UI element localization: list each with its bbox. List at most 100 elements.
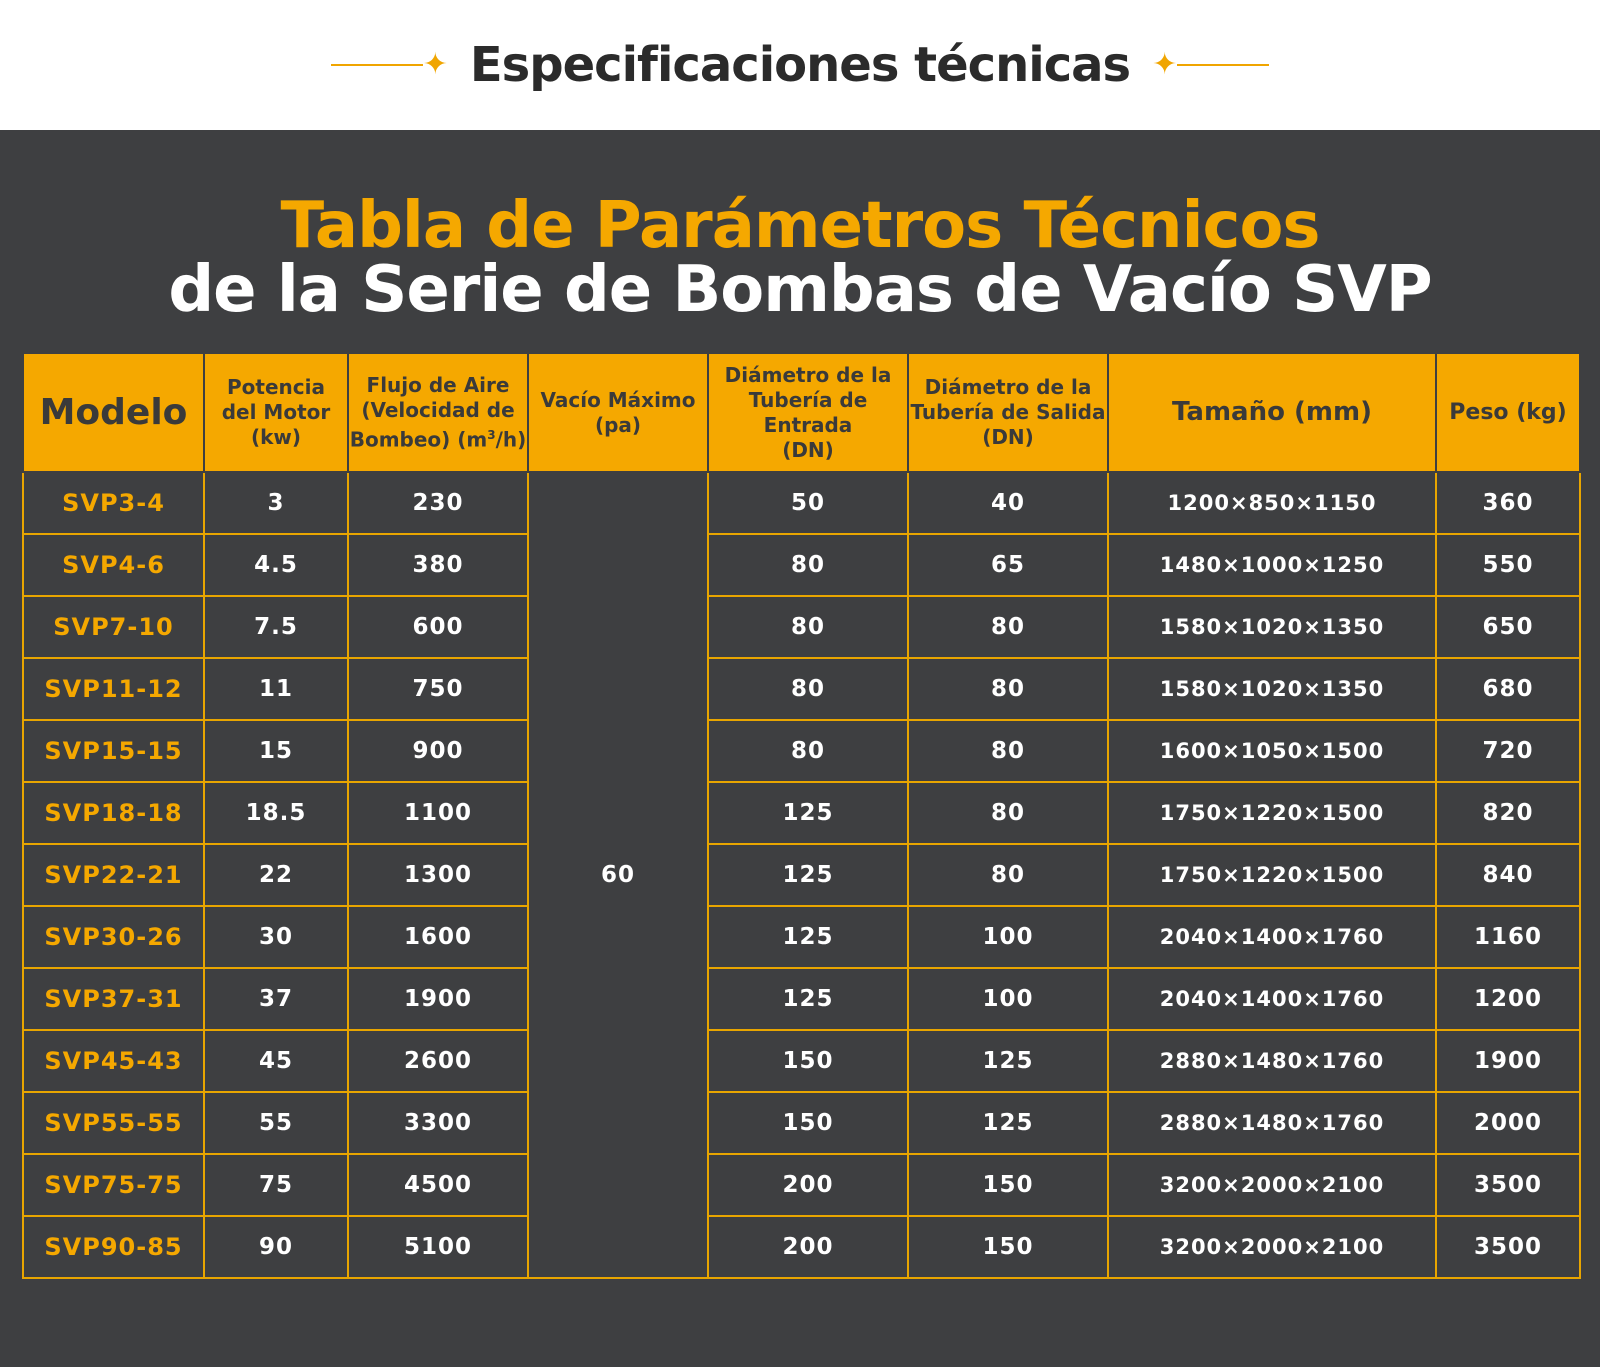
cell-weight: 720: [1435, 719, 1581, 783]
table-row: SVP75-75 75 4500 200 150 3200×2000×2100 …: [22, 1153, 1581, 1217]
table-row: SVP15-15 15 900 80 80 1600×1050×1500 720: [22, 719, 1581, 783]
cell-flow: 1600: [347, 905, 529, 969]
table-row: SVP22-21 22 1300 125 80 1750×1220×1500 8…: [22, 843, 1581, 907]
cell-power: 37: [203, 967, 349, 1031]
cell-model: SVP37-31: [22, 967, 205, 1031]
cell-weight: 550: [1435, 533, 1581, 597]
header-inlet-l2: Tubería de Entrada: [748, 387, 868, 437]
cell-flow: 2600: [347, 1029, 529, 1093]
cell-weight: 3500: [1435, 1153, 1581, 1217]
top-banner: ✦ Especificaciones técnicas ✦: [0, 0, 1600, 130]
cell-inlet: 50: [707, 471, 909, 535]
header-model: Modelo: [22, 352, 205, 473]
header-outlet-l3: (DN): [982, 425, 1034, 449]
table-row: SVP30-26 30 1600 125 100 2040×1400×1760 …: [22, 905, 1581, 969]
cell-model: SVP18-18: [22, 781, 205, 845]
cell-outlet: 125: [907, 1029, 1109, 1093]
cell-power: 55: [203, 1091, 349, 1155]
table-row: SVP3-4 3 230 60 50 40 1200×850×1150 360: [22, 471, 1581, 1279]
table-row: SVP7-10 7.5 600 80 80 1580×1020×1350 650: [22, 595, 1581, 659]
cell-weight: 1200: [1435, 967, 1581, 1031]
cell-inlet: 125: [707, 781, 909, 845]
cell-model: SVP11-12: [22, 657, 205, 721]
cell-outlet: 40: [907, 471, 1109, 535]
cell-outlet: 100: [907, 967, 1109, 1031]
cell-flow: 1300: [347, 843, 529, 907]
left-decoration-line: [330, 64, 423, 66]
cell-power: 45: [203, 1029, 349, 1093]
cell-power: 18.5: [203, 781, 349, 845]
cell-model: SVP7-10: [22, 595, 205, 659]
table-row: SVP37-31 37 1900 125 100 2040×1400×1760 …: [22, 967, 1581, 1031]
cell-inlet: 125: [707, 967, 909, 1031]
cell-outlet: 80: [907, 657, 1109, 721]
cell-outlet: 80: [907, 781, 1109, 845]
cell-model: SVP45-43: [22, 1029, 205, 1093]
cell-outlet: 80: [907, 843, 1109, 907]
table-row: SVP90-85 90 5100 200 150 3200×2000×2100 …: [22, 1215, 1581, 1279]
cell-inlet: 200: [707, 1153, 909, 1217]
cell-size: 2040×1400×1760: [1107, 905, 1437, 969]
cell-flow: 5100: [347, 1215, 529, 1279]
cell-weight: 1900: [1435, 1029, 1581, 1093]
header-flow-sup: 3: [487, 427, 496, 442]
right-decoration-line: [1177, 64, 1270, 66]
cell-size: 1480×1000×1250: [1107, 533, 1437, 597]
cell-power: 75: [203, 1153, 349, 1217]
cell-model: SVP22-21: [22, 843, 205, 907]
cell-model: SVP3-4: [22, 471, 205, 535]
table-row: SVP18-18 18.5 1100 125 80 1750×1220×1500…: [22, 781, 1581, 845]
cell-weight: 840: [1435, 843, 1581, 907]
cell-outlet: 80: [907, 719, 1109, 783]
header-outlet-l2: Tubería de Salida: [910, 400, 1106, 424]
cell-size: 1580×1020×1350: [1107, 657, 1437, 721]
cell-size: 2040×1400×1760: [1107, 967, 1437, 1031]
cell-power: 11: [203, 657, 349, 721]
cell-weight: 650: [1435, 595, 1581, 659]
cell-flow: 3300: [347, 1091, 529, 1155]
header-inlet-l3: (DN): [782, 437, 834, 462]
cell-flow: 4500: [347, 1153, 529, 1217]
cell-outlet: 65: [907, 533, 1109, 597]
cell-flow: 1100: [347, 781, 529, 845]
cell-inlet: 150: [707, 1029, 909, 1093]
header-power-l2: del Motor: [221, 400, 331, 424]
cell-flow: 1900: [347, 967, 529, 1031]
cell-outlet: 150: [907, 1215, 1109, 1279]
cell-flow: 380: [347, 533, 529, 597]
header-outlet-l1: Diámetro de la: [924, 375, 1092, 399]
header-outlet: Diámetro de la Tubería de Salida (DN): [907, 352, 1109, 473]
cell-inlet: 125: [707, 905, 909, 969]
right-decoration: ✦: [1152, 50, 1270, 80]
cell-size: 2880×1480×1760: [1107, 1029, 1437, 1093]
cell-weight: 3500: [1435, 1215, 1581, 1279]
cell-inlet: 80: [707, 657, 909, 721]
table-row: SVP11-12 11 750 80 80 1580×1020×1350 680: [22, 657, 1581, 721]
table-header-row: Modelo Potencia del Motor (kw) Flujo de …: [22, 352, 1581, 473]
cell-inlet: 200: [707, 1215, 909, 1279]
cell-vacuum: 60: [527, 471, 709, 1279]
page-title: Especificaciones técnicas: [469, 37, 1131, 93]
cell-size: 1200×850×1150: [1107, 471, 1437, 535]
spec-table: Modelo Potencia del Motor (kw) Flujo de …: [22, 352, 1581, 1279]
table-row: SVP55-55 55 3300 150 125 2880×1480×1760 …: [22, 1091, 1581, 1155]
header-flow: Flujo de Aire (Velocidad de Bombeo) (m3/…: [347, 352, 529, 473]
cell-flow: 750: [347, 657, 529, 721]
cell-model: SVP15-15: [22, 719, 205, 783]
header-power-l3: (kw): [250, 425, 302, 449]
cell-size: 1600×1050×1500: [1107, 719, 1437, 783]
cell-power: 22: [203, 843, 349, 907]
cell-model: SVP90-85: [22, 1215, 205, 1279]
cell-power: 30: [203, 905, 349, 969]
header-inlet: Diámetro de la Tubería de Entrada (DN): [707, 352, 909, 473]
cell-flow: 230: [347, 471, 529, 535]
cell-inlet: 80: [707, 719, 909, 783]
cell-inlet: 150: [707, 1091, 909, 1155]
header-flow-l4: /h): [495, 427, 527, 452]
cell-model: SVP4-6: [22, 533, 205, 597]
cell-weight: 1160: [1435, 905, 1581, 969]
cell-model: SVP30-26: [22, 905, 205, 969]
table-heading-line1: Tabla de Parámetros Técnicos: [280, 189, 1320, 263]
cell-weight: 680: [1435, 657, 1581, 721]
sparkle-icon: ✦: [422, 47, 448, 82]
